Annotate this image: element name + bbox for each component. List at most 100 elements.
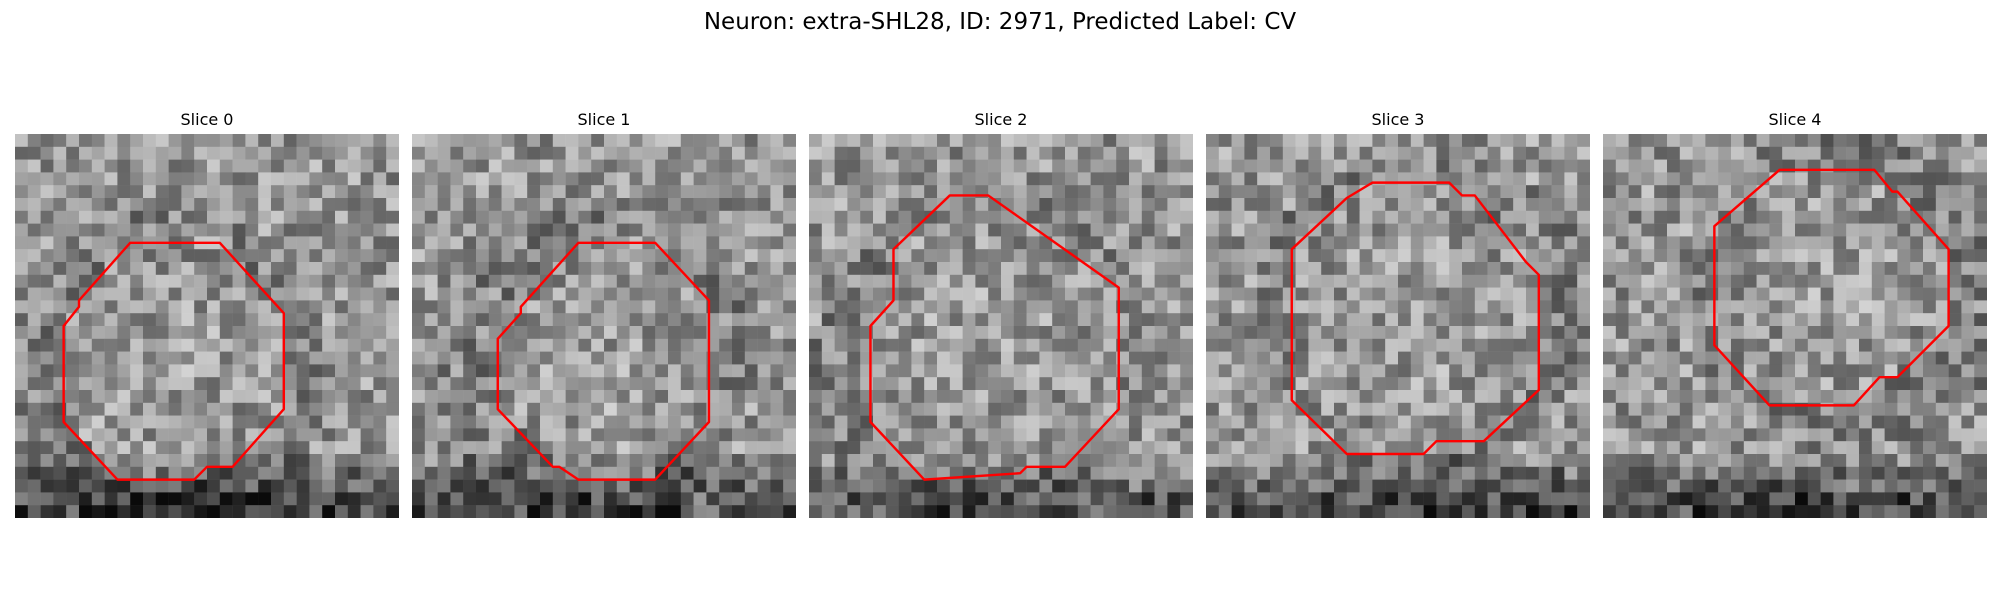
pixel-cell	[578, 377, 592, 391]
pixel-cell	[1743, 492, 1757, 506]
pixel-cell	[271, 249, 285, 263]
pixel-cell	[283, 390, 297, 404]
pixel-cell	[1628, 172, 1642, 186]
pixel-cell	[143, 287, 157, 301]
pixel-cell	[424, 505, 438, 518]
pixel-cell	[1628, 377, 1642, 391]
pixel-cell	[898, 262, 912, 276]
pixel-cell	[66, 326, 80, 340]
pixel-cell	[629, 351, 643, 365]
pixel-cell	[168, 351, 182, 365]
pixel-cell	[616, 262, 630, 276]
pixel-cell	[1871, 313, 1885, 327]
pixel-cell	[988, 505, 1002, 518]
pixel-cell	[1782, 505, 1796, 518]
pixel-cell	[1551, 351, 1565, 365]
pixel-cell	[770, 172, 784, 186]
pixel-cell	[1769, 249, 1783, 263]
pixel-cell	[1538, 428, 1552, 442]
pixel-cell	[885, 402, 899, 416]
pixel-cell	[232, 402, 246, 416]
pixel-cell	[1820, 287, 1834, 301]
pixel-cell	[1270, 236, 1284, 250]
pixel-cell	[1846, 466, 1860, 480]
pixel-cell	[1884, 441, 1898, 455]
pixel-cell	[245, 505, 259, 518]
pixel-cell	[347, 390, 361, 404]
pixel-cell	[911, 428, 925, 442]
contour-outline	[869, 194, 1120, 481]
pixel-cell	[1526, 505, 1540, 518]
pixel-cell	[975, 287, 989, 301]
pixel-cell	[1782, 441, 1796, 455]
pixel-cell	[40, 364, 54, 378]
pixel-cell	[1167, 415, 1181, 429]
pixel-cell	[488, 492, 502, 506]
pixel-cell	[1948, 262, 1962, 276]
pixel-cell	[335, 415, 349, 429]
pixel-cell	[15, 415, 29, 429]
pixel-cell	[1667, 466, 1681, 480]
pixel-cell	[1065, 223, 1079, 237]
pixel-cell	[821, 185, 835, 199]
pixel-cell	[809, 351, 823, 365]
pixel-cell	[412, 287, 426, 301]
pixel-cell	[616, 505, 630, 518]
pixel-cell	[642, 198, 656, 212]
pixel-cell	[1743, 479, 1757, 493]
pixel-cell	[296, 313, 310, 327]
pixel-cell	[1090, 287, 1104, 301]
pixel-cell	[501, 185, 515, 199]
pixel-cell	[1833, 134, 1847, 148]
pixel-cell	[143, 377, 157, 391]
pixel-cell	[15, 338, 29, 352]
pixel-cell	[540, 441, 554, 455]
pixel-cell	[988, 223, 1002, 237]
pixel-cell	[1436, 313, 1450, 327]
pixel-cell	[412, 505, 426, 518]
pixel-cell	[1257, 326, 1271, 340]
pixel-cell	[1961, 441, 1975, 455]
pixel-cell	[1065, 492, 1079, 506]
pixel-cell	[335, 338, 349, 352]
pixel-cell	[898, 159, 912, 173]
pixel-cell	[642, 326, 656, 340]
pixel-cell	[1871, 492, 1885, 506]
pixel-cell	[309, 300, 323, 314]
pixel-cell	[898, 505, 912, 518]
pixel-cell	[283, 415, 297, 429]
pixel-cell	[1231, 274, 1245, 288]
pixel-cell	[604, 249, 618, 263]
pixel-cell	[424, 402, 438, 416]
pixel-cell	[821, 300, 835, 314]
pixel-cell	[1513, 466, 1527, 480]
pixel-cell	[1013, 441, 1027, 455]
pixel-cell	[373, 223, 387, 237]
pixel-cell	[668, 185, 682, 199]
pixel-cell	[1462, 159, 1476, 173]
pixel-cell	[1718, 402, 1732, 416]
pixel-cell	[1667, 300, 1681, 314]
pixel-cell	[1103, 313, 1117, 327]
pixel-cell	[1705, 185, 1719, 199]
pixel-cell	[1731, 223, 1745, 237]
pixel-cell	[1487, 172, 1501, 186]
pixel-cell	[194, 300, 208, 314]
pixel-cell	[1628, 185, 1642, 199]
pixel-cell	[988, 262, 1002, 276]
pixel-cell	[207, 172, 221, 186]
pixel-cell	[821, 492, 835, 506]
pixel-cell	[232, 236, 246, 250]
pixel-cell	[27, 159, 41, 173]
pixel-cell	[1206, 338, 1220, 352]
pixel-cell	[373, 338, 387, 352]
pixel-cell	[616, 223, 630, 237]
pixel-cell	[975, 262, 989, 276]
pixel-cell	[66, 146, 80, 160]
pixel-cell	[578, 287, 592, 301]
pixel-cell	[860, 428, 874, 442]
pixel-cell	[424, 377, 438, 391]
pixel-cell	[258, 402, 272, 416]
pixel-cell	[53, 274, 67, 288]
pixel-cell	[873, 287, 887, 301]
